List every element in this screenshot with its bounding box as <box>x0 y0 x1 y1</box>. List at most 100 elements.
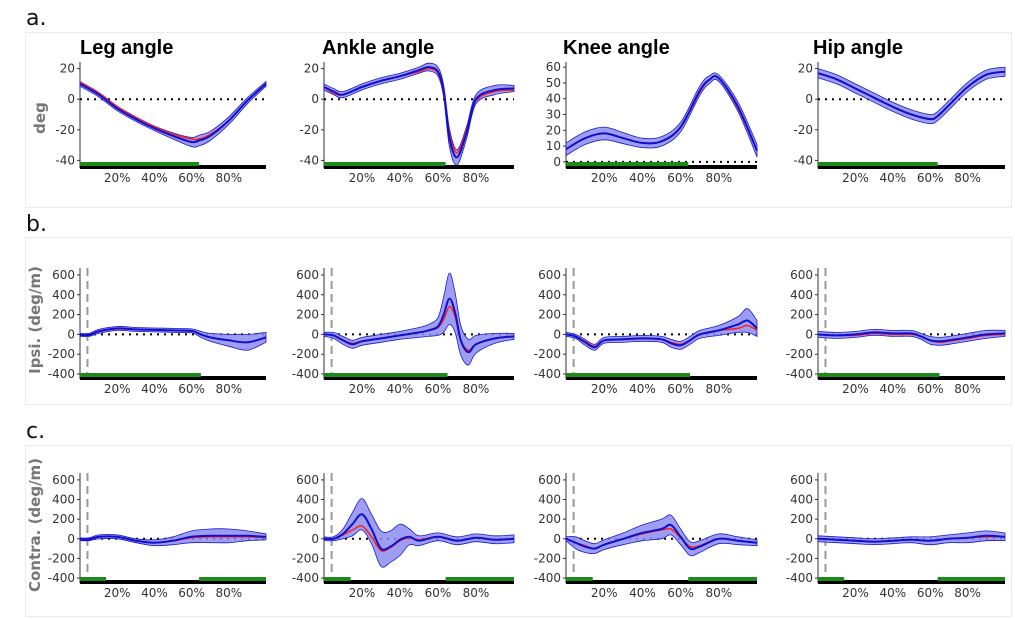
x-tick-label: 40% <box>879 382 906 396</box>
x-tick-label: 60% <box>667 586 694 600</box>
y-tick-label: -400 <box>48 367 75 381</box>
std-band <box>565 72 758 158</box>
y-tick-label: 200 <box>538 308 561 322</box>
y-tick-label: 0 <box>553 532 561 546</box>
subplot-r0-c3: -40 -20 0 20 20% 40% 60% 80% <box>793 62 1006 185</box>
std-band <box>323 498 515 568</box>
x-tick-label: 20% <box>842 171 869 185</box>
x-tick-label: 80% <box>215 382 242 396</box>
mean-line <box>323 297 515 354</box>
x-axis-bar <box>324 165 514 169</box>
stance-phase-bar <box>818 373 940 377</box>
std-band <box>79 528 267 547</box>
x-tick-label: 60% <box>178 586 205 600</box>
y-tick-label: 400 <box>296 288 319 302</box>
x-axis-bar <box>818 165 1005 169</box>
stance-phase-bar <box>80 373 201 377</box>
x-tick-label: 40% <box>629 171 656 185</box>
y-tick-label: -400 <box>48 571 75 585</box>
y-tick-label: 200 <box>296 308 319 322</box>
y-tick-label: 60 <box>546 60 561 74</box>
x-tick-label: 60% <box>917 171 944 185</box>
subplot-r1-c2: -400 -200 0 200 400 600 20% 40% 60% 80% <box>534 268 758 396</box>
y-tick-label: 600 <box>538 473 561 487</box>
x-tick-label: 80% <box>463 586 490 600</box>
x-tick-label: 20% <box>104 171 131 185</box>
stance-phase-bar <box>688 577 757 581</box>
x-tick-label: 40% <box>629 586 656 600</box>
y-tick-label: 200 <box>296 512 319 526</box>
y-tick-label: -200 <box>786 347 813 361</box>
y-tick-label: 600 <box>538 268 561 282</box>
y-tick-label: -200 <box>48 347 75 361</box>
row-label-a: a. <box>26 6 47 31</box>
x-tick-label: 80% <box>954 171 981 185</box>
mean-line <box>817 331 1006 343</box>
subplot-r2-c0: -400 -200 0 200 400 600 20% 40% 60% 80% <box>48 473 267 600</box>
x-axis-bar <box>80 580 266 584</box>
y-tick-label: 50 <box>546 76 561 90</box>
title-knee-angle: Knee angle <box>563 37 670 59</box>
ylabel-ipsi: Ipsi. (deg/m) <box>26 266 44 374</box>
stance-phase-bar <box>324 577 351 581</box>
x-tick-label: 80% <box>705 382 732 396</box>
y-tick-label: 200 <box>52 308 75 322</box>
mean-line <box>79 327 267 344</box>
subplot-r1-c0: -400 -200 0 200 400 600 20% 40% 60% 80% <box>48 268 267 396</box>
y-tick-label: 20 <box>60 62 75 76</box>
mean-line <box>565 523 758 551</box>
x-tick-label: 20% <box>349 171 376 185</box>
y-tick-label: 10 <box>546 139 561 153</box>
y-tick-label: 0 <box>805 532 813 546</box>
x-tick-label: 20% <box>842 586 869 600</box>
x-tick-label: 20% <box>591 382 618 396</box>
y-tick-label: 400 <box>52 288 75 302</box>
y-tick-label: 20 <box>304 62 319 76</box>
x-tick-label: 40% <box>141 171 168 185</box>
y-tick-label: -200 <box>534 347 561 361</box>
y-tick-label: 400 <box>538 288 561 302</box>
x-tick-label: 40% <box>879 586 906 600</box>
y-tick-label: 0 <box>805 92 813 106</box>
y-tick-label: -20 <box>55 123 75 137</box>
ylabel-contra: Contra. (deg/m) <box>26 458 44 592</box>
y-tick-label: 400 <box>296 493 319 507</box>
std-band <box>323 272 515 366</box>
y-tick-label: 0 <box>311 327 319 341</box>
subplot-r2-c3: -400 -200 0 200 400 600 20% 40% 60% 80% <box>786 473 1006 600</box>
row-a-panel <box>25 32 1012 208</box>
mean-line <box>565 75 758 152</box>
stance-phase-bar <box>199 577 266 581</box>
row-label-c: c. <box>26 419 46 444</box>
y-tick-label: 0 <box>805 327 813 341</box>
x-tick-label: 60% <box>425 586 452 600</box>
x-tick-label: 60% <box>667 171 694 185</box>
y-tick-label: 0 <box>67 327 75 341</box>
subplot-r0-c1: -40 -20 0 20 20% 40% 60% 80% <box>299 62 515 185</box>
x-tick-label: 80% <box>705 171 732 185</box>
y-tick-label: 200 <box>538 512 561 526</box>
x-tick-label: 40% <box>879 171 906 185</box>
stance-phase-bar <box>324 373 448 377</box>
y-tick-label: 20 <box>798 62 813 76</box>
stance-phase-bar <box>937 577 1005 581</box>
y-tick-label: 0 <box>553 327 561 341</box>
row-c-panel <box>25 445 1012 617</box>
y-tick-label: -400 <box>292 571 319 585</box>
y-tick-label: 40 <box>546 92 561 106</box>
x-axis-bar <box>818 580 1005 584</box>
mean-line <box>817 70 1006 121</box>
stance-phase-bar <box>566 162 689 166</box>
stance-phase-bar <box>80 162 200 166</box>
x-tick-label: 20% <box>591 171 618 185</box>
x-tick-label: 80% <box>215 586 242 600</box>
std-band <box>323 62 515 166</box>
x-tick-label: 80% <box>215 171 242 185</box>
y-tick-label: 200 <box>52 512 75 526</box>
x-tick-label: 60% <box>425 171 452 185</box>
mean-line <box>323 66 515 159</box>
y-tick-label: -200 <box>48 551 75 565</box>
y-tick-label: -200 <box>534 551 561 565</box>
x-tick-label: 20% <box>104 586 131 600</box>
y-tick-label: -40 <box>299 153 319 167</box>
